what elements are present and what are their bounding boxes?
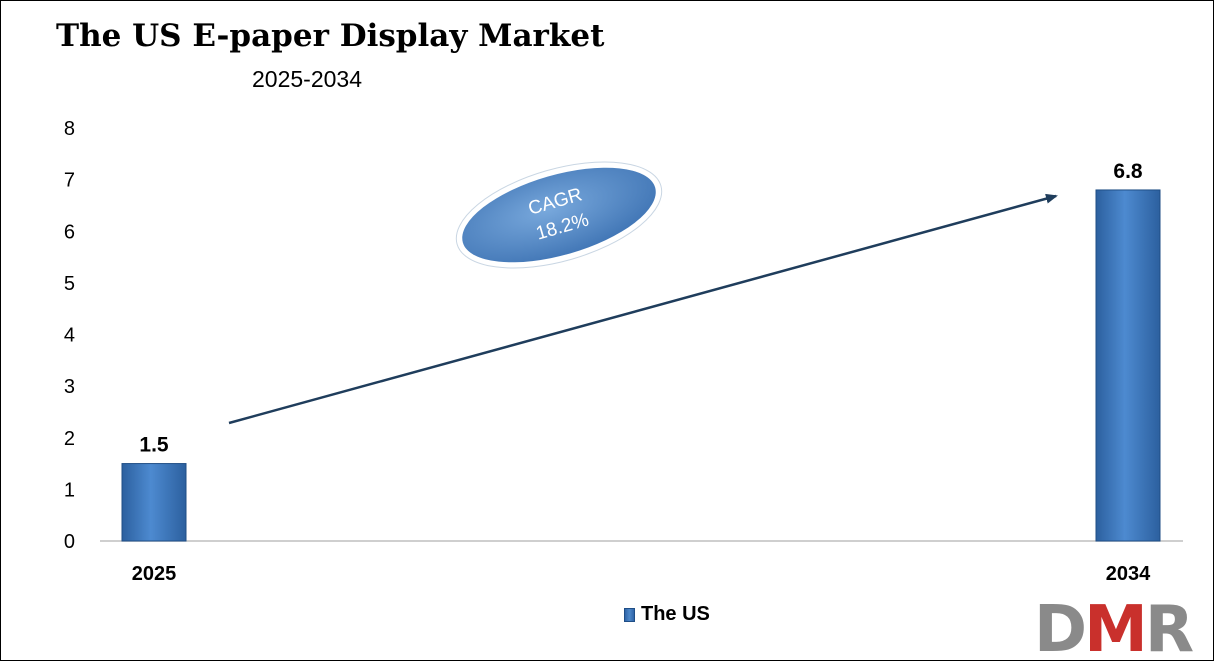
cagr-bubble: CAGR 18.2% (455, 161, 663, 269)
data-labels-group: 1.5 6.8 (139, 160, 1143, 457)
bar-2025 (121, 463, 187, 542)
logo-letter-d: D (1034, 593, 1087, 667)
y-tick-label: 3 (64, 376, 75, 398)
logo-letter-r: R (1144, 593, 1194, 667)
data-label-2034: 6.8 (1113, 160, 1143, 183)
bars-group (121, 189, 1161, 542)
x-tick-label-2034: 2034 (1106, 563, 1151, 585)
logo-letter-m: M (1084, 593, 1148, 667)
y-axis-ticks: 0 1 2 3 4 5 6 7 8 (64, 118, 75, 553)
y-tick-label: 8 (64, 118, 75, 140)
legend-label: The US (641, 603, 710, 625)
y-tick-label: 1 (64, 479, 75, 501)
y-tick-label: 7 (64, 170, 75, 192)
data-label-2025: 1.5 (139, 434, 169, 457)
y-tick-label: 0 (64, 531, 75, 553)
cagr-arrow (228, 193, 1058, 425)
legend-swatch (624, 607, 635, 622)
y-tick-label: 5 (64, 273, 75, 295)
y-tick-label: 4 (64, 325, 75, 347)
dmr-logo: DMR (1034, 598, 1194, 662)
legend: The US (624, 603, 710, 626)
y-tick-label: 6 (64, 221, 75, 243)
x-tick-label-2025: 2025 (132, 563, 177, 585)
x-axis-labels: 2025 2034 (132, 563, 1151, 585)
chart-subtitle: 2025-2034 (252, 66, 362, 92)
bar-2034 (1095, 189, 1161, 542)
chart-title: The US E-paper Display Market (56, 18, 605, 54)
y-tick-label: 2 (64, 428, 75, 450)
